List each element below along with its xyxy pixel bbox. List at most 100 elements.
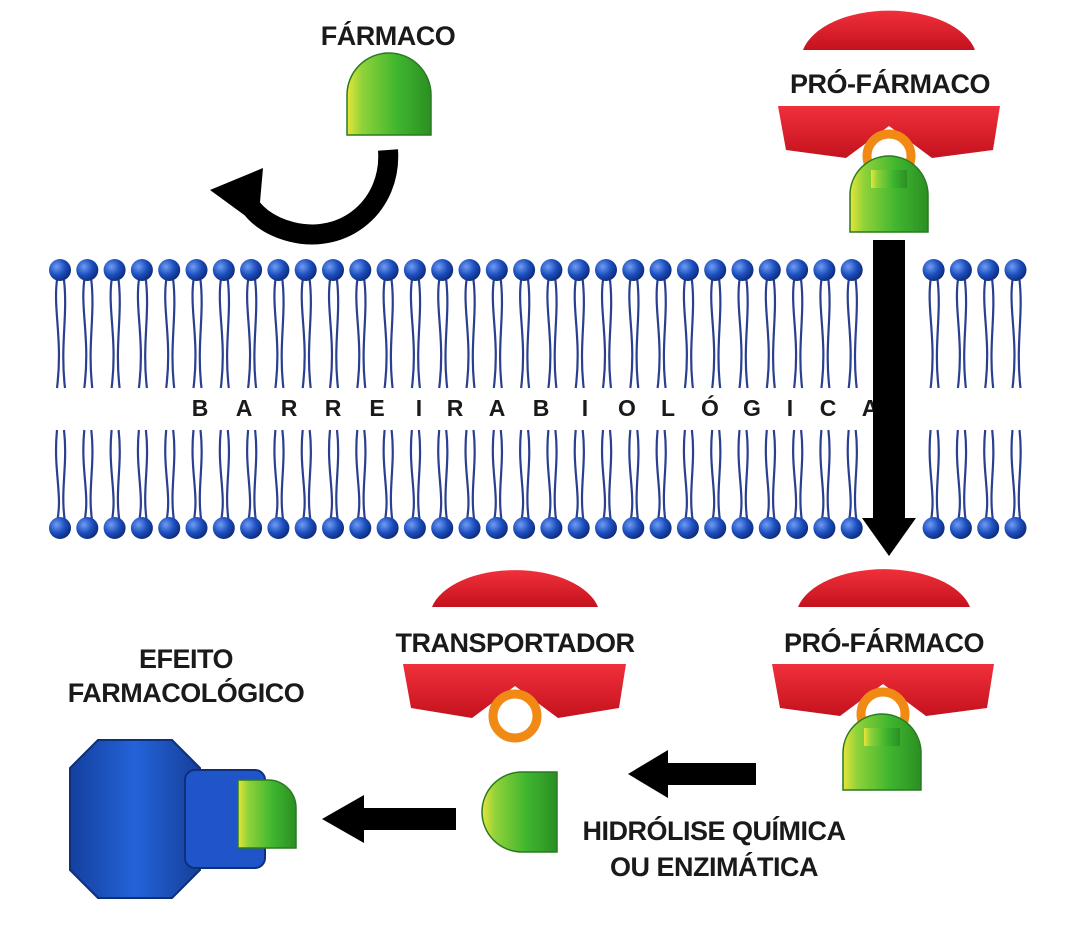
lipid-head bbox=[1004, 259, 1027, 281]
lipid-tail bbox=[983, 279, 989, 389]
lipid-tail bbox=[737, 279, 743, 389]
lipid-head bbox=[49, 517, 71, 539]
barrier-letter: E bbox=[369, 395, 384, 421]
lipid-tail bbox=[608, 429, 613, 523]
lipid-tail bbox=[662, 279, 667, 389]
lipid-tail bbox=[519, 429, 525, 523]
released-drug-icon bbox=[481, 771, 558, 853]
lipid-tail bbox=[744, 279, 749, 389]
lipid-head bbox=[322, 259, 344, 281]
barrier-letter: B bbox=[192, 395, 209, 421]
lipid-tail bbox=[1010, 279, 1016, 389]
lipid-tail bbox=[89, 279, 94, 389]
lipid-tail bbox=[226, 279, 231, 389]
transportador-label: TRANSPORTADOR bbox=[396, 628, 635, 658]
lipid-tail bbox=[955, 279, 961, 389]
lipid-tail bbox=[280, 279, 285, 389]
lipid-tail bbox=[682, 279, 688, 389]
receptor-icon bbox=[69, 739, 297, 899]
prodrug-complex-icon bbox=[772, 569, 994, 791]
lipid-tail bbox=[355, 429, 361, 523]
lipid-tail bbox=[1017, 429, 1022, 523]
lipid-head bbox=[485, 259, 508, 281]
lipid-tail bbox=[935, 429, 940, 523]
lipid-head bbox=[130, 517, 153, 539]
lipid-tail bbox=[1017, 279, 1022, 389]
lipid-head bbox=[294, 517, 317, 539]
lipid-head bbox=[49, 259, 71, 281]
lipid-tail bbox=[389, 429, 394, 523]
lipid-head bbox=[704, 517, 727, 539]
lipid-head bbox=[977, 259, 1000, 281]
efeito-line2: FARMACOLÓGICO bbox=[68, 677, 305, 708]
lipid-tail bbox=[471, 279, 476, 389]
lipid-head bbox=[458, 517, 481, 539]
hydrolysis-arrow bbox=[628, 750, 756, 798]
lipid-head bbox=[922, 517, 945, 539]
lipid-head bbox=[267, 517, 290, 539]
lipid-tail bbox=[471, 429, 476, 523]
lipid-head bbox=[676, 259, 699, 281]
barrier-letter: A bbox=[489, 395, 506, 421]
lipid-head bbox=[212, 517, 235, 539]
lipid-tail bbox=[335, 429, 340, 523]
lipid-tail bbox=[355, 279, 361, 389]
lipid-head bbox=[567, 259, 590, 281]
lipid-tail bbox=[417, 429, 422, 523]
lipid-head bbox=[158, 259, 181, 281]
lipid-tail bbox=[526, 279, 531, 389]
lipid-head bbox=[513, 259, 536, 281]
lipid-head bbox=[540, 259, 563, 281]
lipid-head bbox=[595, 517, 617, 539]
barrier-letter: G bbox=[743, 395, 761, 421]
lipid-head bbox=[212, 259, 235, 281]
lipid-tail bbox=[983, 429, 989, 523]
repelled-curve-arrow bbox=[210, 149, 399, 245]
lipid-tail bbox=[136, 279, 142, 389]
lipid-tail bbox=[191, 279, 197, 389]
lipid-tail bbox=[710, 279, 716, 389]
lipid-head bbox=[567, 517, 590, 539]
lipid-tail bbox=[362, 279, 367, 389]
lipid-tail bbox=[382, 279, 388, 389]
lipid-tail bbox=[710, 429, 716, 523]
lipid-tail bbox=[928, 429, 934, 523]
lipid-head bbox=[622, 259, 645, 281]
lipid-tail bbox=[164, 279, 170, 389]
drug-molecule-icon bbox=[346, 52, 432, 136]
lipid-tail bbox=[853, 279, 858, 389]
lipid-tail bbox=[300, 279, 306, 389]
lipid-tail bbox=[218, 279, 224, 389]
lipid-head bbox=[813, 517, 836, 539]
lipid-tail bbox=[171, 429, 176, 523]
efeito-line1: EFEITO bbox=[139, 644, 233, 674]
lipid-head bbox=[403, 259, 426, 281]
lipid-tail bbox=[280, 429, 285, 523]
barrier-letter: I bbox=[582, 395, 588, 421]
lipid-tail bbox=[226, 429, 231, 523]
lipid-tail bbox=[327, 279, 334, 389]
lipid-head bbox=[704, 259, 727, 281]
lipid-head bbox=[786, 517, 809, 539]
barrier-letter: L bbox=[661, 395, 675, 421]
lipid-tail bbox=[144, 279, 149, 389]
lipid-head bbox=[676, 517, 699, 539]
lipid-tail bbox=[164, 429, 170, 523]
lipid-tail bbox=[62, 429, 67, 523]
barrier-letter: B bbox=[533, 395, 550, 421]
lipid-tail bbox=[717, 429, 722, 523]
lipid-head bbox=[185, 517, 208, 539]
lipid-head bbox=[758, 517, 781, 539]
lipid-head bbox=[376, 259, 399, 281]
lipid-tail bbox=[491, 279, 497, 389]
lipid-head bbox=[649, 517, 672, 539]
lipid-head bbox=[977, 517, 1000, 539]
lipid-tail bbox=[963, 279, 968, 389]
lipid-tail bbox=[819, 279, 825, 389]
effect-arrow bbox=[322, 795, 456, 843]
lipid-head bbox=[185, 259, 208, 281]
lipid-tail bbox=[690, 279, 695, 389]
lipid-tail bbox=[54, 279, 61, 389]
